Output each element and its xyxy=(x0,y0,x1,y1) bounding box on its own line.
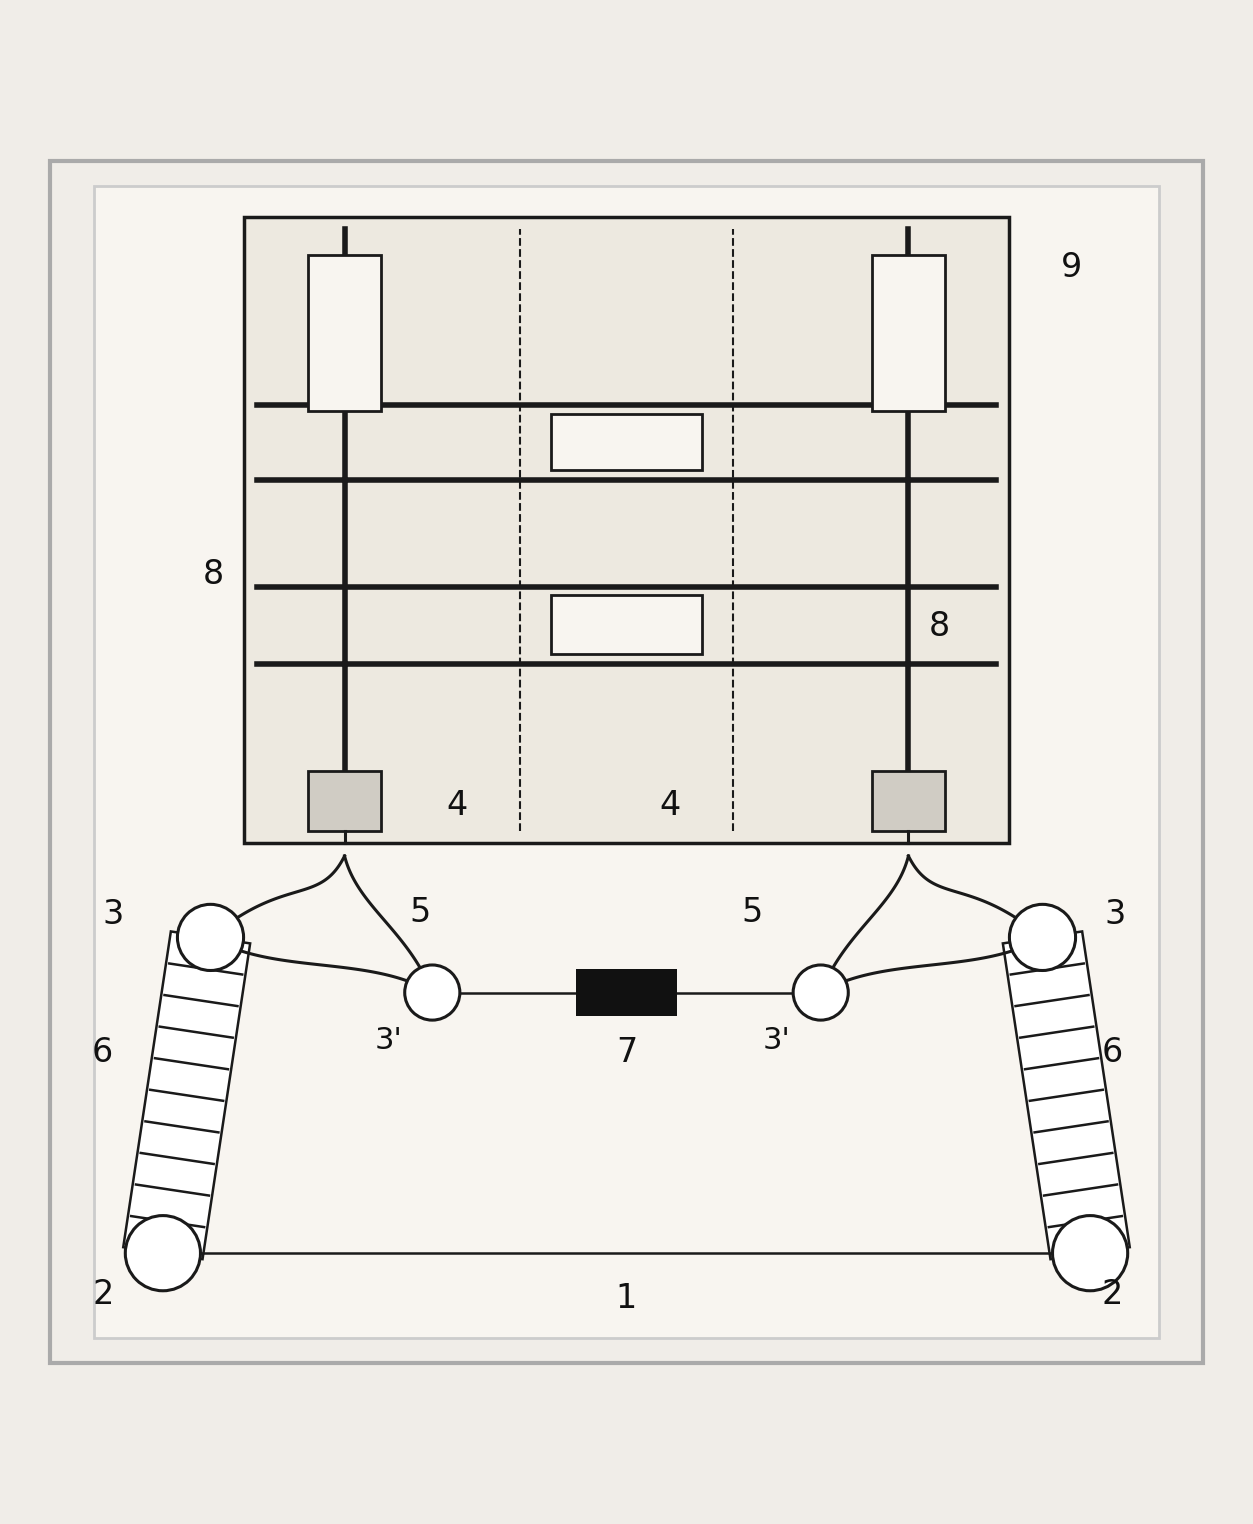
Circle shape xyxy=(405,965,460,1020)
Circle shape xyxy=(1010,904,1075,971)
Polygon shape xyxy=(1002,931,1130,1259)
Bar xyxy=(94,186,1159,1338)
Bar xyxy=(308,771,381,831)
Bar xyxy=(576,969,677,1017)
Text: 8: 8 xyxy=(930,610,950,643)
Polygon shape xyxy=(123,931,251,1259)
Text: 4: 4 xyxy=(660,789,680,823)
Text: 4: 4 xyxy=(447,789,467,823)
Bar xyxy=(872,771,945,831)
Text: 3': 3' xyxy=(375,1026,402,1055)
Circle shape xyxy=(125,1216,200,1291)
Circle shape xyxy=(1053,1216,1128,1291)
Text: 9: 9 xyxy=(1061,250,1081,283)
Text: 1: 1 xyxy=(616,1282,637,1315)
Text: 2: 2 xyxy=(1101,1279,1124,1311)
Bar xyxy=(551,413,702,469)
Circle shape xyxy=(793,965,848,1020)
Text: 2: 2 xyxy=(91,1279,114,1311)
Text: 6: 6 xyxy=(93,1036,113,1070)
Bar xyxy=(551,596,702,654)
Text: 3: 3 xyxy=(1105,898,1125,931)
Circle shape xyxy=(178,904,243,971)
Text: 7: 7 xyxy=(616,1036,637,1070)
Text: 3': 3' xyxy=(763,1026,791,1055)
Bar xyxy=(244,216,1009,843)
Text: 5: 5 xyxy=(410,896,430,928)
Text: 8: 8 xyxy=(203,558,223,590)
Text: 5: 5 xyxy=(742,896,762,928)
Bar xyxy=(308,255,381,411)
Text: 3: 3 xyxy=(103,898,123,931)
Text: 6: 6 xyxy=(1103,1036,1123,1070)
Bar xyxy=(872,255,945,411)
